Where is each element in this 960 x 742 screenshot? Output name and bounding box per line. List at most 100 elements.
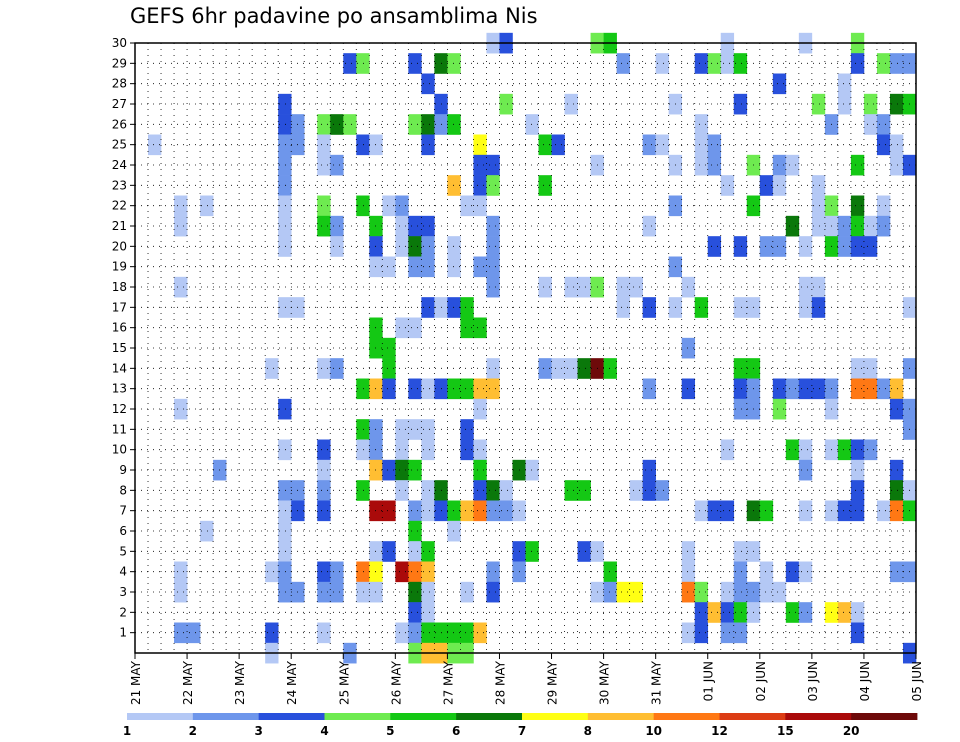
heatmap-cell	[356, 419, 370, 440]
heatmap-cell	[330, 236, 344, 257]
heatmap-cell	[564, 358, 578, 379]
heatmap-cell	[733, 581, 748, 603]
heatmap-cell	[486, 480, 500, 501]
y-tick-label: 27	[112, 97, 127, 111]
y-tick-label: 8	[119, 483, 127, 497]
heatmap-cell	[408, 622, 422, 644]
heatmap-cell	[876, 215, 891, 237]
heatmap-cell	[330, 581, 344, 603]
y-tick-label: 16	[112, 321, 127, 335]
heatmap-cell	[148, 134, 162, 156]
heatmap-cell	[876, 195, 891, 217]
heatmap-cell	[382, 378, 396, 400]
heatmap-cell	[642, 378, 656, 400]
y-tick-label: 14	[112, 361, 127, 375]
heatmap-cell	[616, 581, 630, 603]
heatmap-cell	[707, 134, 722, 156]
heatmap-cell	[785, 215, 800, 237]
heatmap-cell	[733, 561, 748, 583]
heatmap-cell	[811, 378, 826, 400]
colorbar: 1 2 3 4 5 6 7 8 10 12 15 20	[123, 713, 918, 738]
heatmap-cell	[278, 215, 292, 237]
heatmap-cell	[629, 480, 643, 501]
heatmap-cell	[889, 500, 904, 522]
heatmap-cell	[850, 378, 865, 400]
heatmap-cell	[317, 459, 331, 481]
x-axis: 21 MAY 22 MAY 23 MAY 24 MAY 25 MAY 26 MAY 27 M…	[129, 653, 924, 705]
heatmap-cell	[447, 236, 461, 257]
heatmap-cell	[317, 215, 331, 237]
heatmap-cell	[473, 480, 487, 501]
heatmap-cell	[577, 358, 591, 379]
heatmap-cell	[577, 541, 591, 562]
heatmap-cell	[382, 541, 396, 562]
heatmap-cell	[811, 93, 826, 115]
y-tick-label: 24	[112, 158, 127, 172]
heatmap-cell	[837, 236, 852, 257]
heatmap-cell	[694, 622, 709, 644]
heatmap-cell	[265, 622, 279, 644]
x-tick-label: 04 JUN	[858, 661, 872, 701]
heatmap-cell	[889, 154, 904, 176]
heatmap-cell	[759, 500, 774, 522]
heatmap-cell	[616, 276, 630, 298]
heatmap-cell	[278, 480, 292, 501]
heatmap-cell	[681, 541, 696, 562]
heatmap-cell	[707, 500, 722, 522]
y-tick-label: 21	[112, 219, 127, 233]
heatmap-cell	[356, 378, 370, 400]
heatmap-cell	[616, 297, 630, 318]
heatmap-cell	[694, 53, 709, 74]
heatmap-cell	[473, 134, 487, 156]
heatmap-cell	[473, 459, 487, 481]
colorbar-label: 20	[843, 724, 860, 738]
heatmap-cell	[421, 236, 435, 257]
x-tick-label: 23 MAY	[233, 660, 247, 705]
heatmap-cell	[421, 622, 435, 644]
heatmap-cell	[564, 480, 578, 501]
x-tick-label: 01 JUN	[702, 661, 716, 701]
heatmap-cell	[447, 256, 461, 278]
heatmap-cell	[486, 175, 500, 196]
heatmap-cell	[681, 581, 696, 603]
heatmap-cell	[447, 175, 461, 196]
heatmap-cell	[720, 53, 735, 74]
heatmap-cell	[356, 439, 370, 461]
grid-lines	[135, 43, 916, 653]
heatmap-cell	[278, 175, 292, 196]
heatmap-cell	[798, 500, 813, 522]
heatmap-cell	[317, 154, 331, 176]
heatmap-cell	[720, 622, 735, 644]
heatmap-cell	[278, 541, 292, 562]
heatmap-cell	[785, 602, 800, 623]
heatmap-cell	[421, 602, 435, 623]
heatmap-cell	[473, 378, 487, 400]
heatmap-cell	[694, 297, 709, 318]
y-tick-label: 1	[119, 626, 127, 640]
colorbar-swatch	[719, 713, 786, 720]
heatmap-cell	[655, 480, 669, 501]
heatmap-cell	[772, 73, 787, 95]
heatmap-cell	[460, 622, 474, 644]
heatmap-cell	[694, 134, 709, 156]
heatmap-cell	[759, 236, 774, 257]
heatmap-cell	[733, 602, 748, 623]
heatmap-cell	[174, 215, 188, 237]
heatmap-cell	[499, 480, 513, 501]
heatmap-cell	[473, 195, 487, 217]
heatmap-cell	[876, 500, 891, 522]
y-tick-label: 5	[119, 544, 127, 558]
y-tick-label: 6	[119, 524, 127, 538]
heatmap-cell	[759, 581, 774, 603]
heatmap-cell	[486, 236, 500, 257]
y-tick-label: 22	[112, 199, 127, 213]
x-tick-label: 02 JUN	[754, 661, 768, 701]
heatmap-cell	[499, 93, 513, 115]
y-tick-label: 28	[112, 77, 127, 91]
heatmap-cell	[356, 134, 370, 156]
heatmap-cell	[681, 561, 696, 583]
heatmap-cell	[538, 358, 552, 379]
heatmap-cell	[278, 93, 292, 115]
heatmap-cell	[733, 358, 748, 379]
heatmap-cell	[629, 581, 643, 603]
